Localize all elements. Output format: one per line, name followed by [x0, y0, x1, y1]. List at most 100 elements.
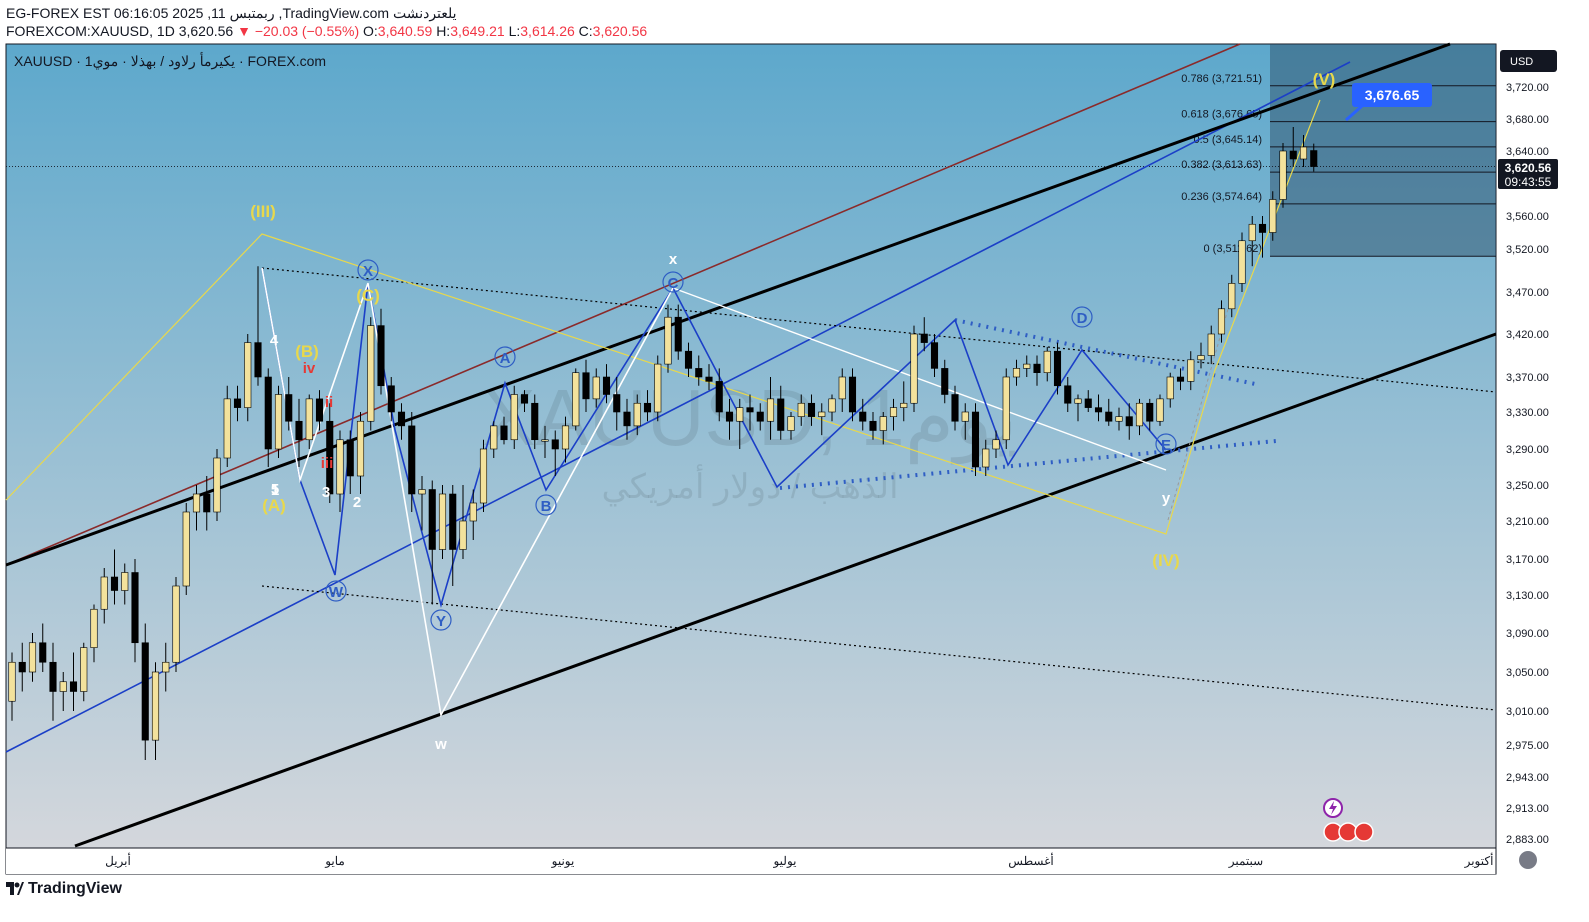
- candle-body: [992, 439, 1000, 450]
- wave-label-circle: [325, 580, 347, 602]
- wave-label: 1: [271, 482, 279, 499]
- candle-body: [859, 411, 867, 422]
- price-tick-label: 3,680.00: [1506, 114, 1549, 126]
- price-tick-label: 3,290.00: [1506, 444, 1549, 456]
- wave-label-circle: [494, 346, 516, 368]
- price-tick-label: 2,975.00: [1506, 740, 1549, 752]
- chart-header-line1: EG-FOREX EST 06:16:05 2025 ,11 ربمتبس ,T…: [6, 5, 457, 22]
- candle-body: [490, 425, 498, 450]
- candle-body: [684, 350, 693, 369]
- candle-body: [346, 439, 354, 477]
- candle-body: [141, 642, 149, 741]
- symbol-legend: XAUUSD · يكيرمأ رلاود / بهذلا · موي1 · F…: [14, 51, 326, 70]
- open-label: O:: [363, 23, 378, 39]
- wave-label: iii: [321, 455, 334, 472]
- candle-body: [1248, 223, 1256, 242]
- chart-header-ohlc: FOREXCOM:XAUUSD, 1D 3,620.56 ▼ −20.03 (−…: [6, 23, 647, 39]
- candle-body: [838, 376, 846, 400]
- candle-body: [356, 420, 365, 477]
- tradingview-footer[interactable]: TradingView: [6, 880, 122, 898]
- candle-body: [500, 425, 508, 441]
- candle-body: [151, 671, 160, 741]
- wave-label: iv: [303, 360, 316, 377]
- price-tick-label: 3,640.00: [1506, 146, 1549, 158]
- price-tick-label: 2,943.00: [1506, 772, 1549, 784]
- candle-body: [725, 411, 734, 422]
- candle-body: [244, 342, 252, 408]
- candle-body: [49, 661, 57, 692]
- candle-body: [1135, 402, 1144, 427]
- candle-body: [736, 407, 744, 422]
- symbol-price: FOREXCOM:XAUUSD, 1D 3,620.56: [6, 23, 234, 39]
- candle-body: [961, 411, 969, 422]
- wave-label: 3: [322, 484, 330, 501]
- wave-label-circle: [662, 271, 684, 293]
- white-channel-line: [672, 287, 1167, 471]
- price-change: ▼ −20.03 (−0.55%): [237, 23, 360, 39]
- candle-body: [121, 572, 129, 591]
- wave-label: (A): [262, 496, 286, 515]
- wave-label: x: [669, 251, 678, 268]
- candle-body: [582, 372, 590, 400]
- high-value: 3,649.21: [450, 23, 505, 39]
- fib-level-label: 0.382 (3,613.63): [1181, 159, 1262, 171]
- candle-body: [172, 585, 180, 663]
- candle-body: [1146, 402, 1154, 422]
- candle-body: [213, 457, 221, 513]
- wave-label: ii: [325, 394, 333, 411]
- candle-body: [613, 394, 621, 413]
- time-tick-label: سبتمبر: [1228, 854, 1263, 868]
- candle-body: [1279, 150, 1287, 200]
- calendar-event-icons[interactable]: [1323, 798, 1374, 842]
- plot-area[interactable]: [6, 44, 1496, 848]
- time-tick-label: مايو: [324, 854, 345, 868]
- last-price-value: 3,620.56: [1505, 161, 1552, 175]
- candle-body: [59, 681, 67, 692]
- candle-body: [336, 439, 344, 495]
- candle-body: [1217, 308, 1226, 335]
- candle-body: [367, 325, 375, 422]
- price-tick-label: 3,250.00: [1506, 480, 1549, 492]
- dotted-line-upper: [261, 267, 1497, 393]
- candle-body: [941, 368, 949, 395]
- target-callout-pointer: [1345, 104, 1363, 122]
- price-tick-label: 3,090.00: [1506, 628, 1549, 640]
- candle-body: [900, 402, 908, 408]
- candle-body: [930, 342, 939, 369]
- target-price-callout[interactable]: [1352, 83, 1432, 107]
- time-tick-label: أكتوبر: [1464, 853, 1494, 868]
- candle-body: [1023, 363, 1031, 369]
- settings-dot-icon[interactable]: [1519, 851, 1537, 869]
- candle-body: [1228, 283, 1236, 310]
- candle-body: [623, 411, 631, 427]
- candle-body: [807, 402, 816, 417]
- candle-body: [469, 502, 477, 522]
- time-axis[interactable]: [6, 848, 1496, 874]
- us-flag-icon[interactable]: [1354, 822, 1374, 842]
- fib-zone: [1270, 44, 1496, 257]
- candle-body: [90, 608, 98, 648]
- price-tick-label: 3,170.00: [1506, 554, 1549, 566]
- candle-body: [1166, 376, 1174, 400]
- candlesticks: [8, 127, 1318, 760]
- candle-body: [80, 647, 88, 692]
- wave-label-circle: [535, 494, 557, 516]
- bar-countdown: 09:43:55: [1505, 175, 1552, 189]
- price-tick-label: 3,520.00: [1506, 244, 1549, 256]
- candle-body: [551, 439, 559, 450]
- candle-body: [1115, 416, 1123, 422]
- price-tick-label: 3,330.00: [1506, 407, 1549, 419]
- currency-badge[interactable]: [1500, 50, 1557, 72]
- candle-body: [1289, 150, 1297, 160]
- candle-body: [1012, 368, 1021, 378]
- candle-body: [1033, 363, 1041, 374]
- wave-label: 4: [270, 332, 279, 349]
- candle-body: [592, 376, 600, 400]
- trend-lines[interactable]: [5, 42, 1497, 848]
- candle-body: [459, 520, 467, 550]
- candle-body: [1269, 199, 1277, 233]
- candle-body: [1053, 350, 1062, 387]
- candle-body: [203, 493, 211, 513]
- candle-body: [1156, 398, 1164, 422]
